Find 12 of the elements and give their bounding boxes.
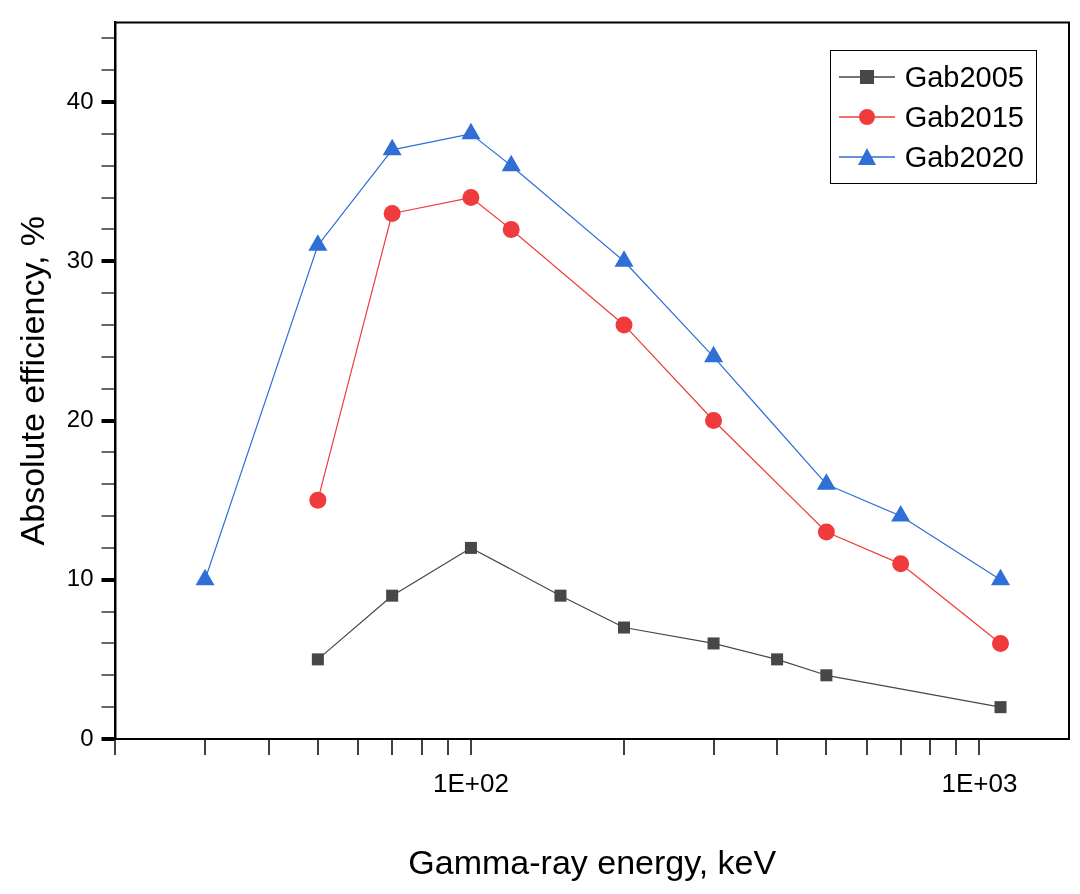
legend-label: Gab2015 [904, 100, 1024, 136]
legend-label: Gab2020 [904, 140, 1024, 176]
legend-label: Gab2005 [904, 60, 1024, 96]
x-tick-label: 1E+02 [432, 767, 509, 798]
x-axis-title: Gamma-ray energy, keV [408, 842, 777, 881]
y-tick-label: 0 [80, 723, 94, 751]
y-axis-title: Absolute efficiency, % [12, 215, 51, 546]
y-tick-label: 30 [66, 245, 94, 273]
y-tick-label: 20 [66, 405, 94, 433]
x-tick-label: 1E+03 [941, 767, 1018, 798]
y-tick-label: 40 [66, 86, 94, 114]
y-tick-label: 10 [66, 564, 94, 592]
